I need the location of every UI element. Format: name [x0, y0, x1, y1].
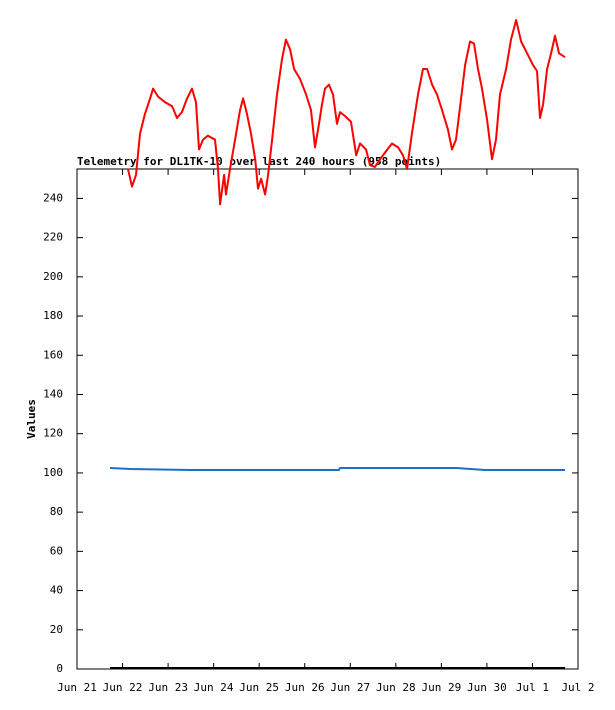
chart-title: Telemetry for DL1TK-10 over last 240 hou… — [77, 155, 441, 168]
x-tick-label: Jul 2 — [561, 681, 594, 694]
y-tick-label: 140 — [43, 387, 63, 400]
x-tick-label: Jun 22 — [103, 681, 143, 694]
x-tick-label: Jun 25 — [239, 681, 279, 694]
x-tick-label: Jun 28 — [376, 681, 416, 694]
y-tick-label: 180 — [43, 309, 63, 322]
y-tick-label: 40 — [50, 584, 63, 597]
y-tick-label: 20 — [50, 623, 63, 636]
series-line — [109, 467, 566, 471]
y-tick-label: 200 — [43, 270, 63, 283]
y-tick-label: 220 — [43, 231, 63, 244]
y-tick-label: 240 — [43, 191, 63, 204]
x-tick-label: Jun 21 — [57, 681, 97, 694]
y-axis-label: Values — [25, 399, 38, 439]
x-tick-label: Jul 1 — [516, 681, 549, 694]
y-tick-label: 80 — [50, 505, 63, 518]
x-tick-label: Jun 27 — [330, 681, 370, 694]
y-tick-label: 0 — [56, 662, 63, 675]
x-tick-label: Jun 29 — [421, 681, 461, 694]
x-tick-label: Jun 30 — [467, 681, 507, 694]
x-tick-label: Jun 24 — [194, 681, 234, 694]
x-tick-label: Jun 23 — [148, 681, 188, 694]
y-tick-label: 160 — [43, 348, 63, 361]
y-tick-label: 120 — [43, 427, 63, 440]
series-line — [127, 19, 566, 206]
y-tick-label: 60 — [50, 544, 63, 557]
y-tick-label: 100 — [43, 466, 63, 479]
plot-frame — [76, 168, 579, 670]
x-tick-label: Jun 26 — [285, 681, 325, 694]
